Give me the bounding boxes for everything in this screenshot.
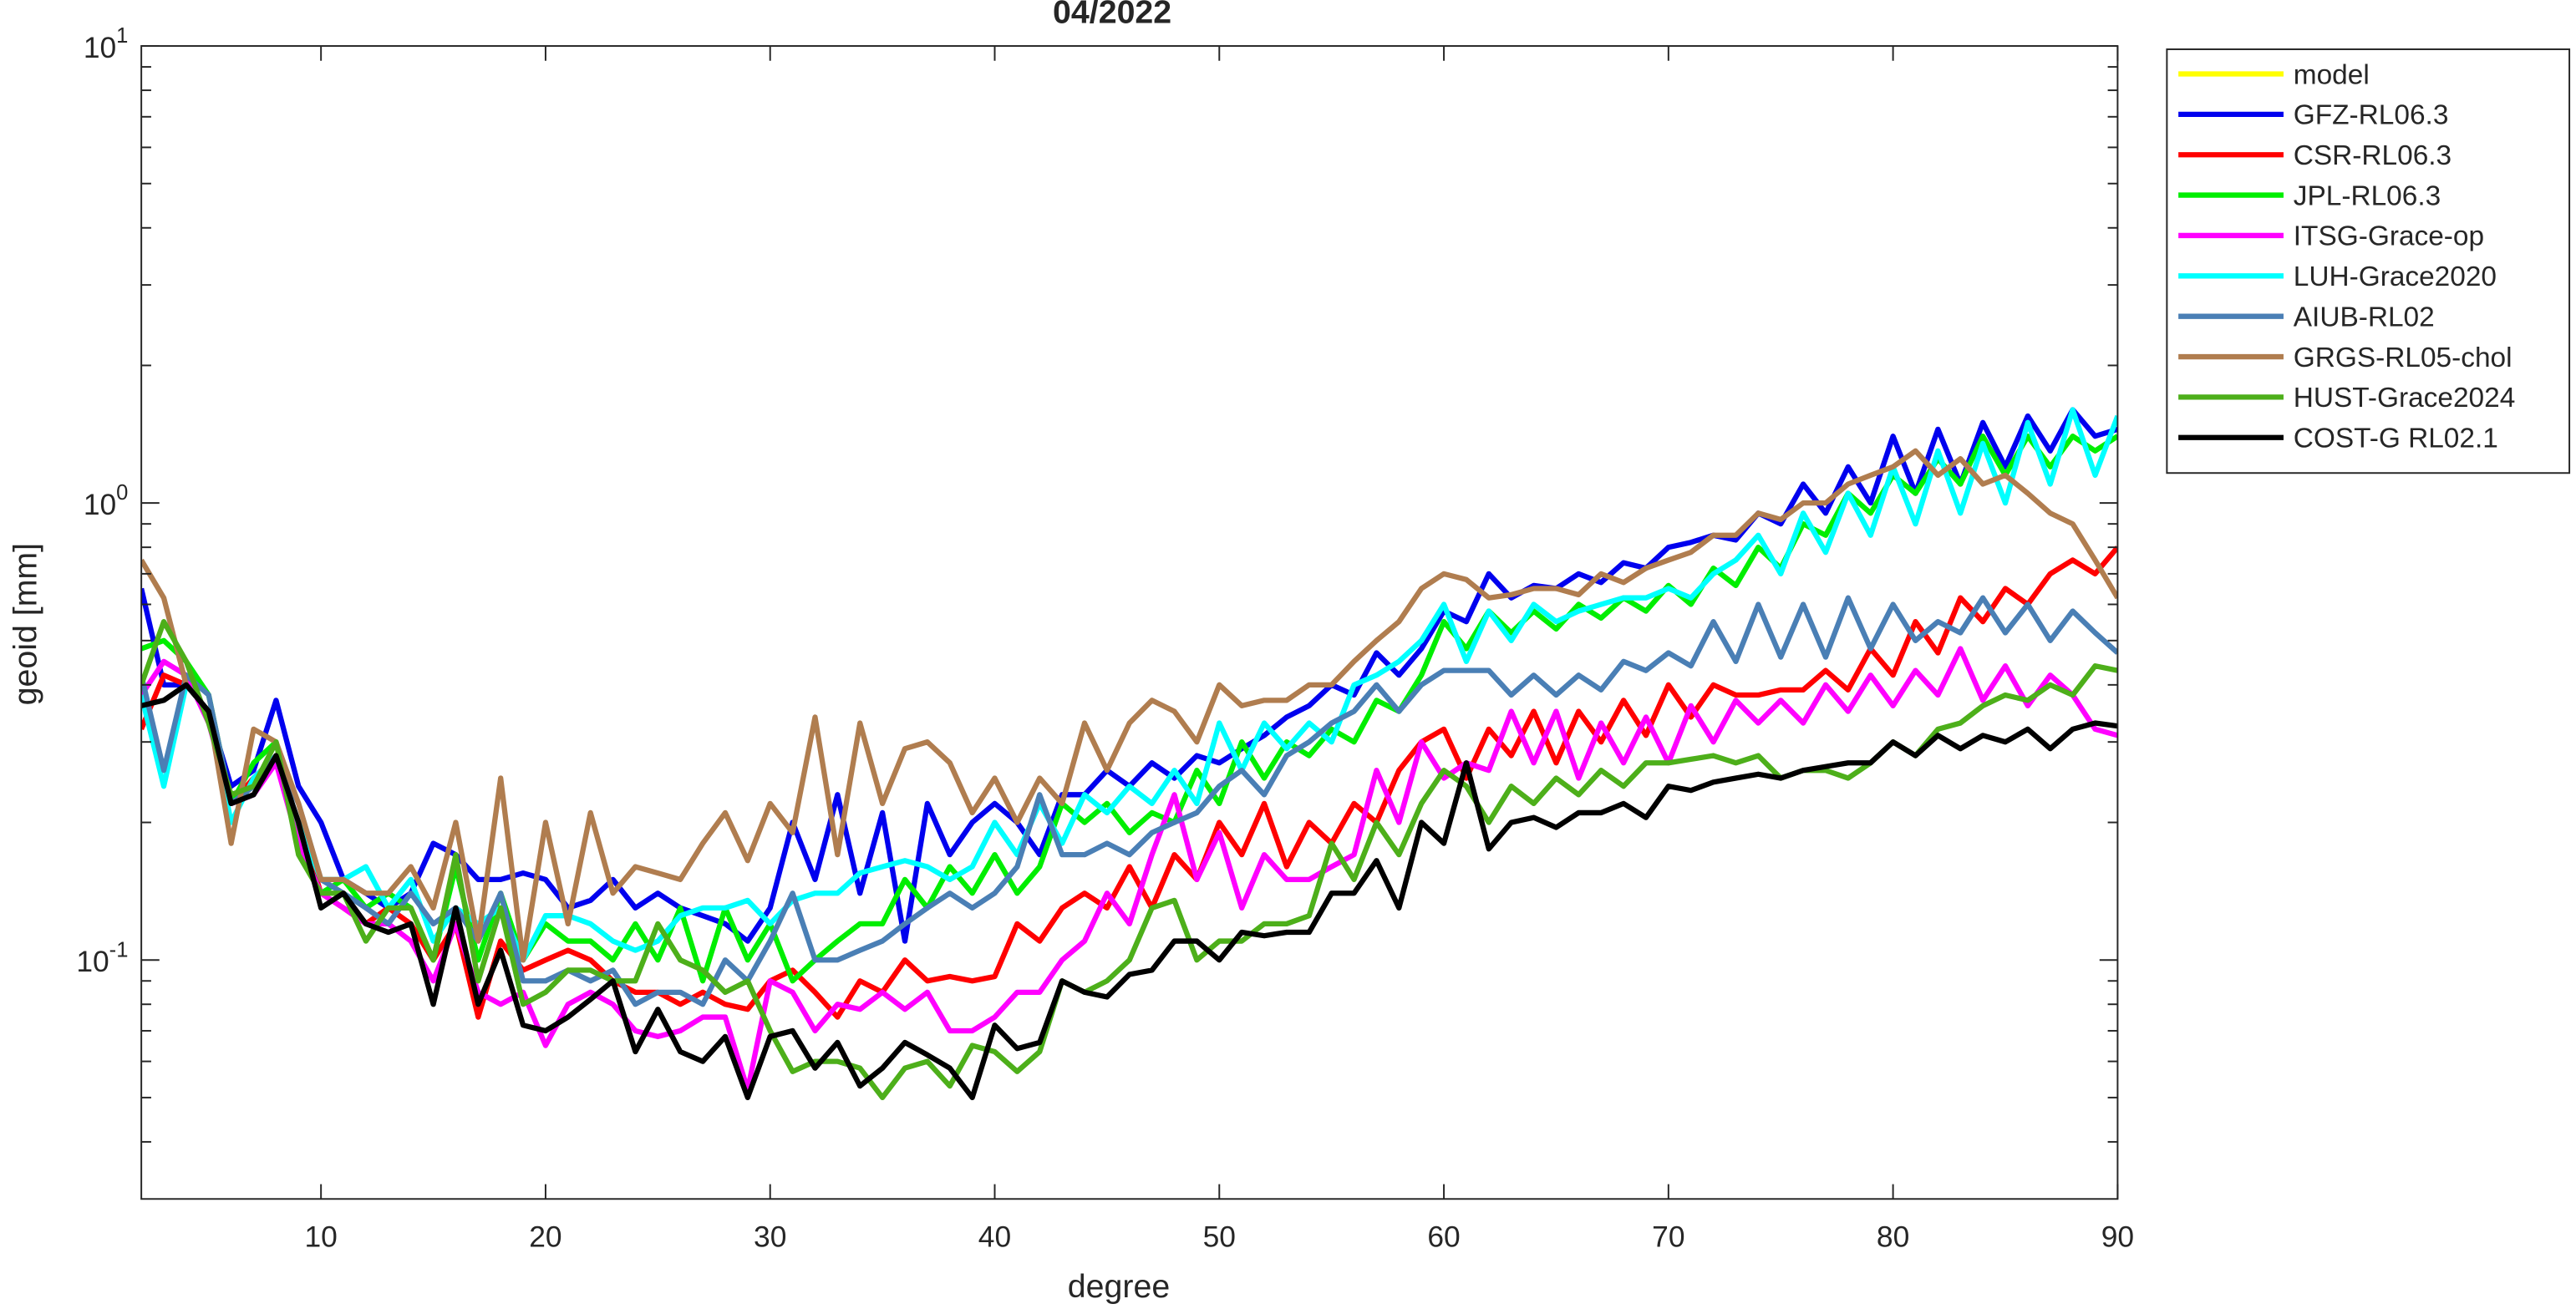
series-line [141, 448, 2118, 963]
y-tick-label: 101 [84, 24, 129, 64]
y-tick-exponent: -1 [109, 938, 129, 961]
y-tick-base: 10 [84, 32, 116, 64]
y-tick-base: 10 [76, 946, 109, 978]
x-tick-label: 70 [1652, 1220, 1684, 1253]
y-axis-label: geoid [mm] [7, 543, 43, 705]
y-tick-exponent: 1 [116, 24, 128, 48]
legend-label: HUST-Grace2024 [2294, 383, 2516, 414]
legend-label: JPL-RL06.3 [2294, 180, 2441, 211]
x-tick-label: 50 [1203, 1220, 1236, 1253]
x-tick-label: 40 [978, 1220, 1011, 1253]
series-line [141, 407, 2118, 963]
axes-frame [140, 45, 2119, 1200]
y-tick-label: 100 [84, 481, 129, 521]
y-tick-base: 10 [84, 489, 116, 521]
x-tick-label: 80 [1877, 1220, 1909, 1253]
y-tick-label: 10-1 [76, 938, 128, 978]
series-line [141, 545, 2118, 1020]
legend-label: LUH-Grace2020 [2294, 261, 2497, 292]
legend: model GFZ-RL06.3 CSR-RL06.3 JPL-RL06.3 ITSG-… [2166, 48, 2571, 474]
x-tick-label: 90 [2101, 1220, 2134, 1253]
legend-label: AIUB-RL02 [2294, 302, 2435, 332]
x-tick-label: 60 [1427, 1220, 1460, 1253]
legend-label: ITSG-Grace-op [2294, 221, 2484, 252]
legend-label: GFZ-RL06.3 [2294, 100, 2449, 131]
x-tick-label: 20 [529, 1220, 561, 1253]
legend-label: model [2294, 59, 2370, 90]
x-tick-label: 10 [304, 1220, 337, 1253]
legend-label: CSR-RL06.3 [2294, 140, 2452, 171]
x-axis-label: degree [1068, 1268, 1170, 1305]
legend-label: GRGS-RL05-chol [2294, 342, 2512, 373]
series-group [141, 407, 2118, 1101]
y-tick-exponent: 0 [116, 481, 128, 505]
legend-label: COST-G RL02.1 [2294, 424, 2498, 454]
series-line [141, 682, 2118, 1101]
legend-box [2166, 48, 2571, 474]
chart-title: 04/2022 [1053, 0, 1171, 31]
x-tick-label: 30 [754, 1220, 786, 1253]
